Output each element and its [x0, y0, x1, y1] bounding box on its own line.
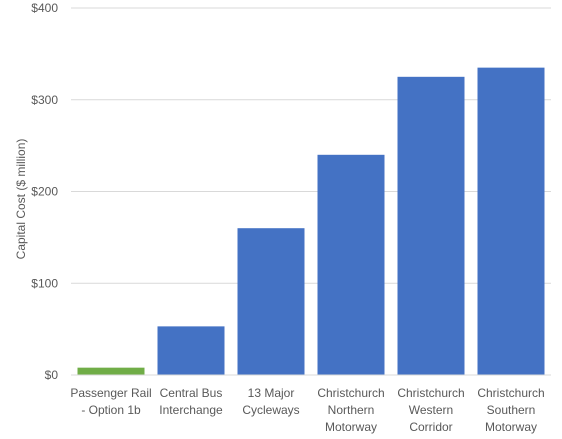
x-category-label-line: - Option 1b: [81, 403, 141, 417]
bar: [317, 154, 385, 375]
bar: [397, 76, 465, 375]
x-category-label-line: Motorway: [325, 420, 377, 434]
x-category-label-line: Interchange: [159, 403, 223, 417]
x-category-label: Christchurch Western Corridor: [397, 386, 464, 434]
bar: [237, 228, 305, 375]
y-tick-label: $200: [31, 185, 58, 199]
y-tick-label: $300: [31, 93, 58, 107]
x-axis-categories: Passenger Rail - Option 1b Central Bus Inte…: [70, 386, 544, 434]
y-tick-label: $0: [45, 368, 59, 382]
y-axis-ticks: $0 $100 $200 $300 $400: [31, 1, 58, 382]
bar: [477, 67, 545, 375]
x-category-label-line: Christchurch: [477, 386, 544, 400]
bar: [77, 367, 145, 375]
x-category-label-line: 13 Major: [248, 386, 295, 400]
x-category-label-line: Cycleways: [242, 403, 299, 417]
bars: [71, 67, 551, 376]
bar: [157, 326, 225, 375]
x-category-label-line: Western: [409, 403, 453, 417]
y-axis-title: Capital Cost ($ million): [14, 139, 28, 260]
x-category-label-line: Southern: [487, 403, 536, 417]
x-category-label: Passenger Rail - Option 1b: [70, 386, 151, 417]
x-category-label-line: Christchurch: [397, 386, 464, 400]
x-category-label: Central Bus Interchange: [159, 386, 223, 417]
x-category-label: Christchurch Northern Motorway: [317, 386, 384, 434]
x-category-label: 13 Major Cycleways: [242, 386, 299, 417]
y-tick-label: $400: [31, 1, 58, 15]
x-category-label-line: Christchurch: [317, 386, 384, 400]
x-category-label: Christchurch Southern Motorway: [477, 386, 544, 434]
y-tick-label: $100: [31, 276, 58, 290]
x-category-label-line: Passenger Rail: [70, 386, 151, 400]
x-category-label-line: Northern: [328, 403, 375, 417]
x-category-label-line: Corridor: [409, 420, 452, 434]
x-category-label-line: Motorway: [485, 420, 537, 434]
x-category-label-line: Central Bus: [160, 386, 223, 400]
